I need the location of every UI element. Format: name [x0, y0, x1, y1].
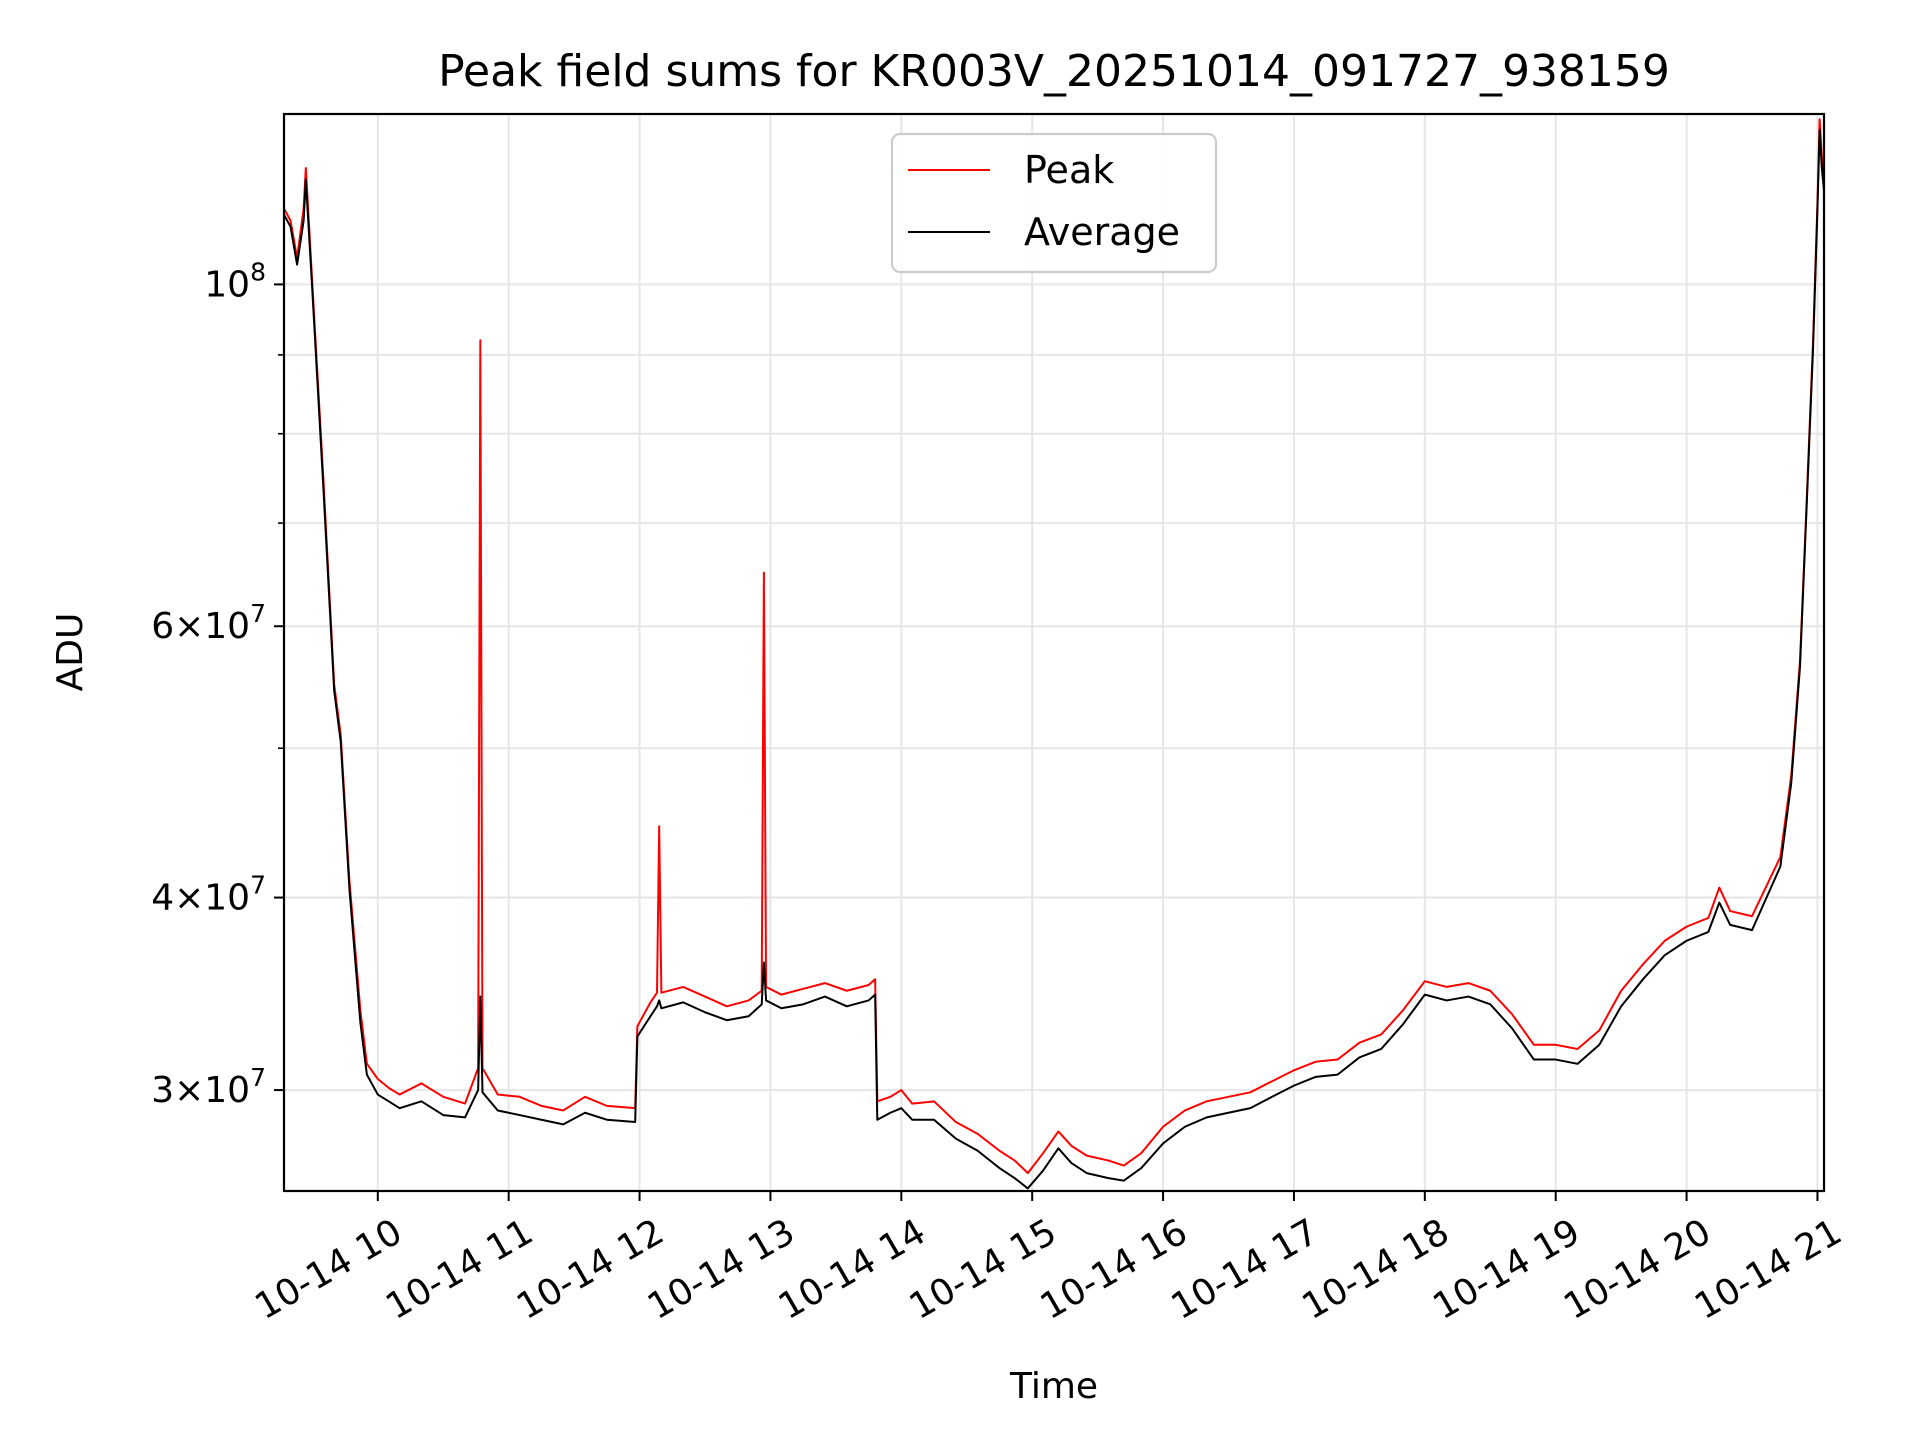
chart-title: Peak field sums for KR003V_20251014_0917… — [438, 46, 1670, 97]
legend-label-peak: Peak — [1024, 148, 1114, 192]
y-axis-label: ADU — [50, 613, 91, 692]
y-tick-label: 108 — [204, 257, 266, 305]
legend: Peak Average — [890, 132, 1218, 274]
legend-label-average: Average — [1024, 210, 1180, 254]
y-tick-label: 3×107 — [151, 1063, 266, 1111]
grid — [284, 114, 1824, 1191]
plot-area — [283, 118, 1825, 1190]
series-line-average — [283, 128, 1825, 1190]
legend-box — [890, 132, 1218, 274]
y-tick-label: 4×107 — [151, 871, 266, 919]
axes-frame — [282, 112, 1826, 1193]
series-line-peak — [283, 118, 1825, 1175]
x-axis-label: Time — [1009, 1366, 1098, 1407]
y-axis: 108 6×107 4×107 3×107 — [151, 257, 284, 1111]
y-tick-label: 6×107 — [151, 599, 266, 647]
